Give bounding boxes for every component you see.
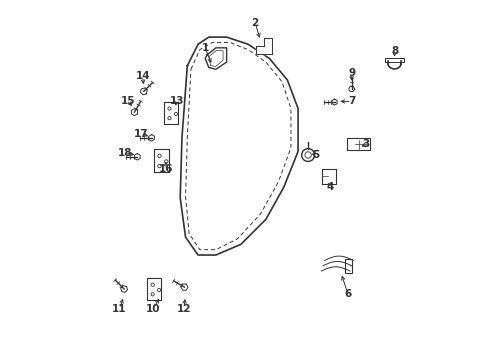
Text: 12: 12 xyxy=(176,303,191,314)
Polygon shape xyxy=(205,48,226,69)
Polygon shape xyxy=(348,86,354,91)
Polygon shape xyxy=(148,135,154,141)
Text: 3: 3 xyxy=(362,139,369,149)
Text: 5: 5 xyxy=(312,150,319,160)
Polygon shape xyxy=(134,153,140,160)
Text: 18: 18 xyxy=(117,148,132,158)
Text: 6: 6 xyxy=(344,289,351,299)
Text: 14: 14 xyxy=(135,71,150,81)
Text: 1: 1 xyxy=(201,43,208,53)
Text: 10: 10 xyxy=(146,303,161,314)
Polygon shape xyxy=(131,109,137,116)
Text: 11: 11 xyxy=(112,303,126,314)
Bar xyxy=(344,258,351,273)
Polygon shape xyxy=(147,278,161,300)
Text: 17: 17 xyxy=(133,129,148,139)
Polygon shape xyxy=(346,138,369,150)
Text: 16: 16 xyxy=(158,164,173,174)
Polygon shape xyxy=(140,88,147,95)
Polygon shape xyxy=(153,149,168,172)
Text: 4: 4 xyxy=(326,182,333,192)
Text: 8: 8 xyxy=(390,46,397,57)
Polygon shape xyxy=(331,99,336,105)
Text: 13: 13 xyxy=(169,96,183,107)
Polygon shape xyxy=(322,169,335,184)
Polygon shape xyxy=(164,102,178,123)
Text: 2: 2 xyxy=(251,18,258,28)
Text: 7: 7 xyxy=(347,96,355,107)
Polygon shape xyxy=(181,284,187,290)
Polygon shape xyxy=(256,38,271,54)
Text: 15: 15 xyxy=(121,96,135,107)
Polygon shape xyxy=(121,285,127,292)
Polygon shape xyxy=(384,58,404,63)
Text: 9: 9 xyxy=(347,68,354,78)
